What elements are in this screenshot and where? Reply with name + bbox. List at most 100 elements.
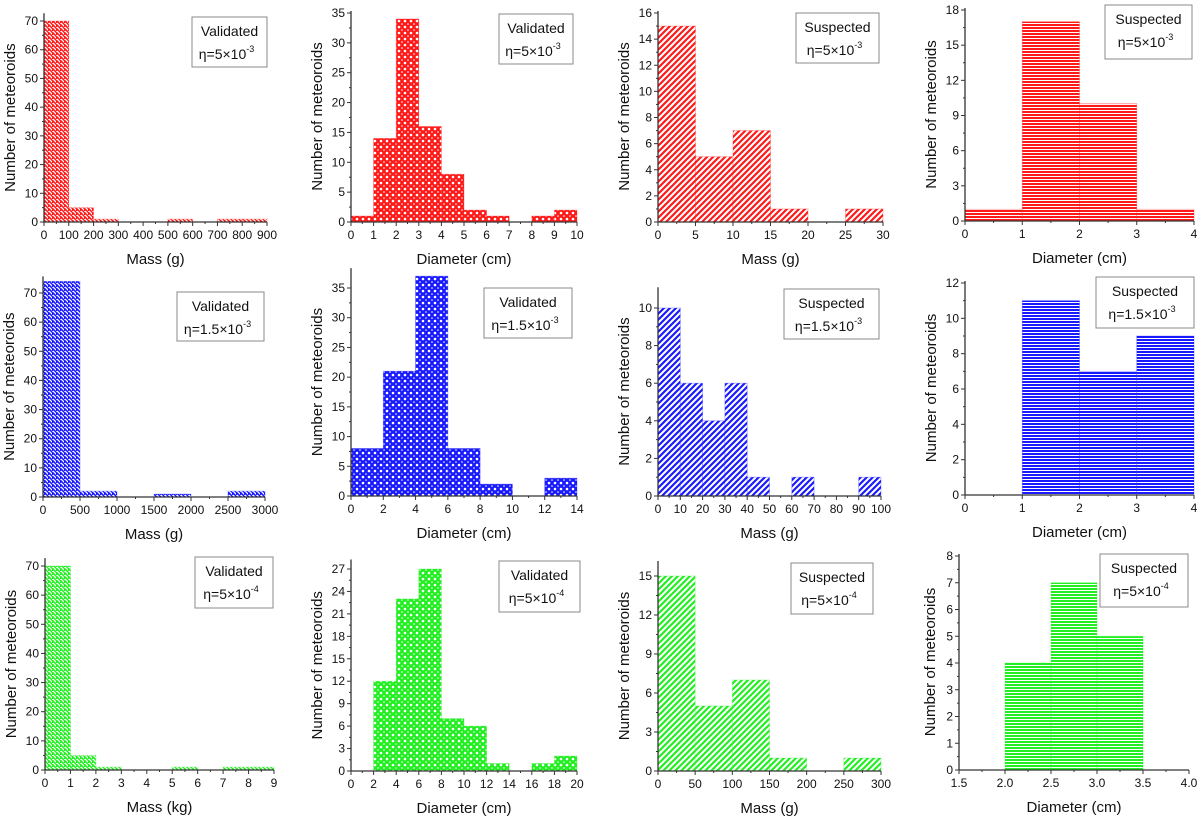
x-tick-label: 0 [655,502,662,516]
x-axis-label: Mass (g) [125,526,183,543]
legend-eta: η=5×10-4 [509,588,565,606]
y-tick-label: 8 [645,339,652,353]
y-tick-label: 30 [25,129,39,143]
legend-eta: η=5×10-3 [199,44,255,62]
histogram-panel-p9: 0 1 2 3 4 5 6 7 8 9 0 10 20 30 40 50 60 70 Mass (kg) Number… [3,556,278,816]
x-tick-label: 2.5 [1043,776,1060,790]
y-tick-label: 0 [338,764,345,778]
x-tick-label: 3 [1133,227,1140,241]
x-tick-label: 50 [688,777,702,791]
y-tick-label: 10 [946,311,960,325]
legend-eta: η=5×10-3 [807,40,863,58]
histogram-bar [486,215,510,223]
histogram-bar [544,477,578,497]
x-tick-label: 4 [1191,501,1198,515]
y-tick-label: 3 [946,683,953,697]
y-tick-label: 60 [25,43,39,57]
histogram-bar [43,20,70,223]
y-tick-label: 9 [645,647,652,661]
histogram-bar [70,755,97,771]
x-tick-label: 12 [480,777,494,791]
x-axis-label: Diameter (cm) [1026,799,1121,816]
y-tick-label: 30 [332,36,346,50]
y-tick-label: 24 [332,584,346,598]
histogram-bar [732,130,771,223]
histogram-bar [373,680,397,772]
y-tick-label: 6 [645,376,652,390]
x-axis-label: Mass (kg) [127,799,193,816]
x-tick-label: 9 [551,228,558,242]
y-tick-label: 10 [332,155,346,169]
y-tick-label: 12 [946,73,960,87]
histogram-bar [1136,208,1195,222]
y-axis-label: Number of meteoroids [309,308,326,456]
y-tick-label: 20 [332,96,346,110]
legend-title: Suspected [804,19,870,35]
histogram-bar [44,565,71,771]
x-tick-label: 14 [503,777,517,791]
histogram-panel-p10: 0 2 4 6 8 10 12 14 16 18 200369121518212427Diamete… [309,559,584,817]
histogram-bar [1021,300,1080,496]
y-axis-label: Number of meteoroids [616,592,633,740]
histogram-panel-p3: 0 5 10 15 20 25 30 0 2 4 6 8 10 12 14 16 Mass (g) Number … [616,6,890,268]
x-axis-label: Diameter (cm) [1032,524,1127,541]
histogram-bar [657,575,696,772]
histogram-bar [227,490,266,498]
y-tick-label: 6 [946,603,953,617]
x-tick-label: 8 [528,228,535,242]
legend-box: Suspected η=5×10-4 [1099,553,1189,608]
histogram-bar [554,755,578,772]
x-tick-label: 25 [839,228,853,242]
histogram-bar [440,718,465,772]
x-tick-label: 4 [393,777,400,791]
x-tick-label: 4 [438,228,445,242]
x-tick-label: 4.0 [1181,776,1198,790]
legend-box: Validated η=5×10-3 [498,13,574,65]
x-tick-label: 100 [722,777,742,791]
x-tick-label: 14 [570,502,584,516]
y-tick-label: 15 [946,38,960,52]
y-tick-label: 0 [645,215,652,229]
x-tick-label: 18 [548,777,562,791]
histogram-bar [531,215,555,223]
histogram-bar [554,209,578,223]
x-tick-label: 600 [183,228,203,242]
histogram-bar [746,476,770,497]
x-tick-label: 1 [67,776,74,790]
y-tick-label: 5 [338,185,345,199]
histogram-panel-p11: 0 50 100 150 200 250 300 0 3 6 9 12 15 Mass (g) Number… [616,561,891,817]
histogram-panel-p2: 0 1 2 3 4 5 6 7 8 9 10 0 5 10 15 20 25 30 35 Diameter (cm) N… [309,6,584,268]
legend-box: Suspected η=5×10-3 [795,12,880,64]
x-axis-label: Diameter (cm) [1032,250,1127,267]
legend-box: Validated η=1.5×10-3 [483,287,573,339]
histogram-bar [724,382,748,497]
histogram-panel-p7: 0 10 20 30 40 50 60 70 80 90 100 0 2 4 6 8 10 Mass (g) Num… [616,287,891,542]
y-axis-label: Number of meteoroids [923,40,940,188]
x-tick-label: 20 [570,777,584,791]
y-tick-label: 70 [25,14,39,28]
y-tick-label: 4 [645,414,652,428]
x-tick-label: 8 [438,777,445,791]
x-tick-label: 10 [726,228,740,242]
x-tick-label: 100 [871,502,891,516]
y-tick-label: 12 [639,58,653,72]
y-axis-label: Number of meteoroids [3,590,20,738]
y-tick-label: 40 [24,373,38,387]
y-tick-label: 5 [946,629,953,643]
y-tick-label: 50 [26,617,40,631]
histogram-bar [1050,582,1098,771]
y-tick-label: 12 [946,276,960,290]
histogram-bar [350,448,384,497]
x-tick-label: 30 [876,228,890,242]
legend-eta: η=5×10-3 [505,41,561,59]
y-tick-label: 4 [952,417,959,431]
x-tick-label: 1 [1019,227,1026,241]
histogram-bar [657,307,681,497]
y-tick-label: 10 [639,301,653,315]
histogram-bar [694,705,733,772]
legend-eta: η=5×10-3 [1118,32,1174,50]
legend-title: Validated [205,563,262,579]
x-tick-label: 0 [655,777,662,791]
